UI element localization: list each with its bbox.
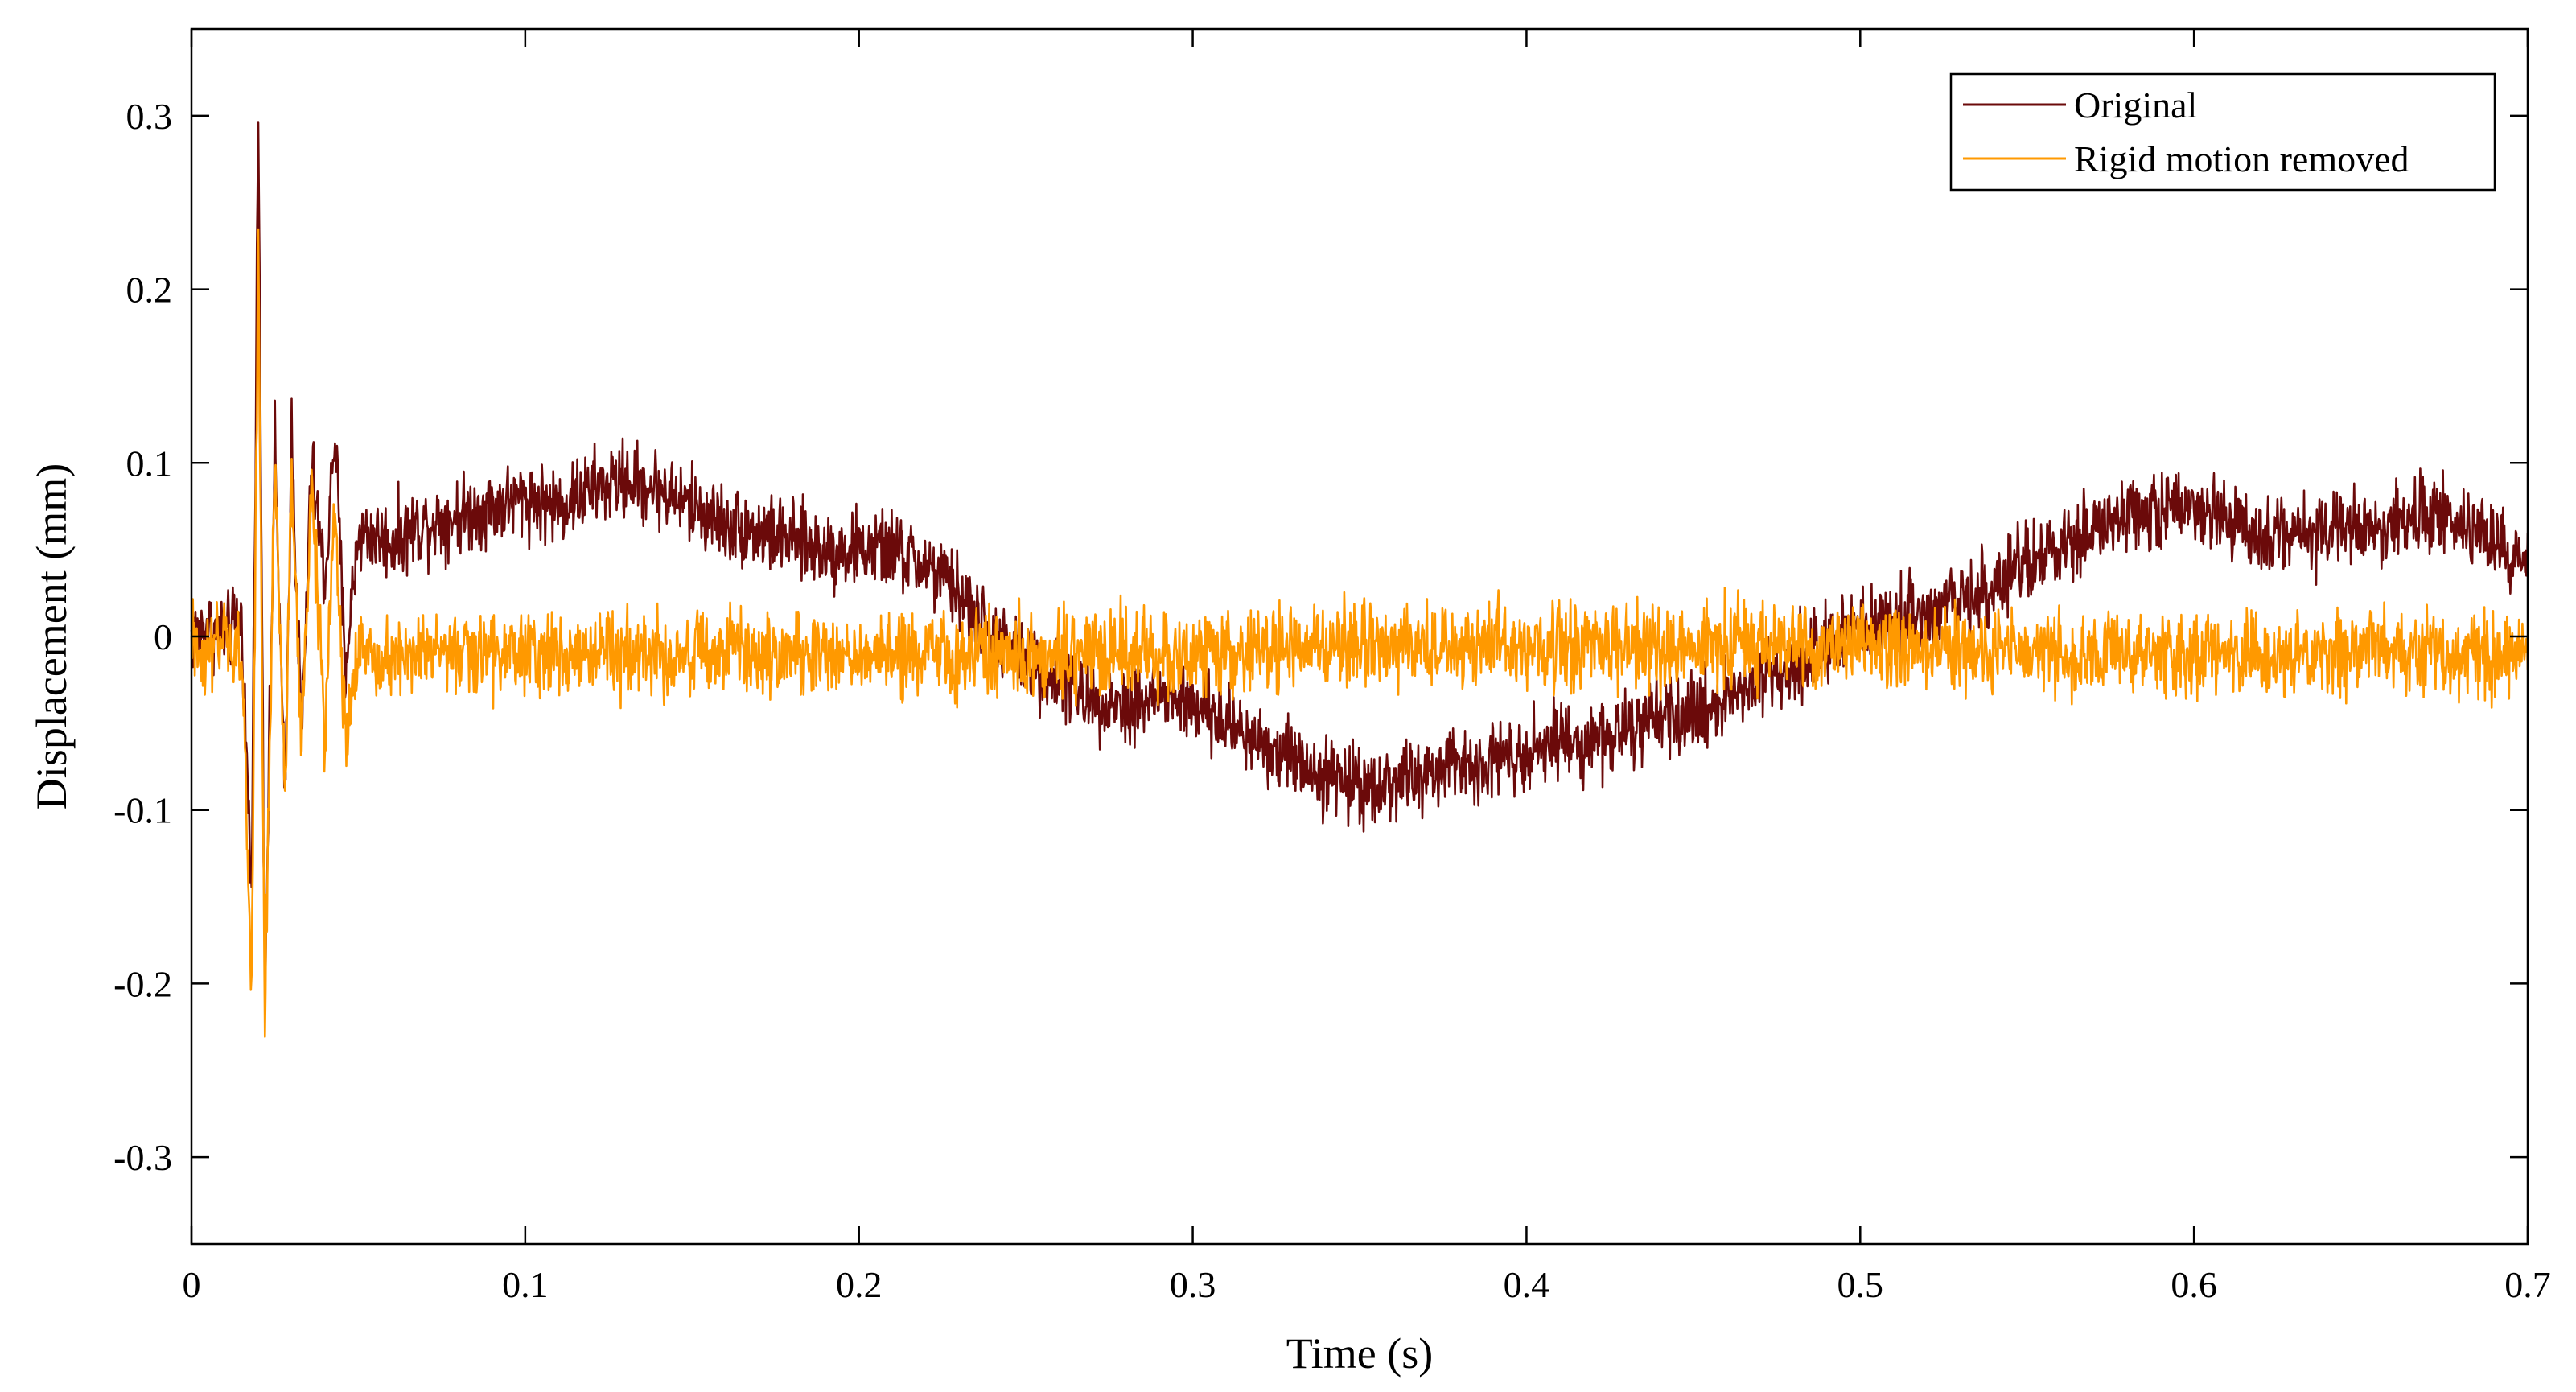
x-axis-title: Time (s): [1286, 1329, 1434, 1378]
x-tick-label: 0.5: [1837, 1264, 1884, 1305]
series-layer: [190, 121, 2529, 1038]
series-rigid-motion-removed-line: [190, 228, 2529, 1038]
x-tick-label: 0: [183, 1264, 201, 1305]
x-tick-label: 0.7: [2504, 1264, 2551, 1305]
ticks-layer: 0 0.1 0.2 0.3 0.4 0.5 0.6 0.7 0.3 0.2 0.1 0 -0.1 -0.2…: [113, 29, 2551, 1305]
y-tick-label: -0.2: [113, 963, 172, 1004]
y-tick-label: -0.3: [113, 1137, 172, 1178]
series-original-line: [190, 121, 2529, 994]
x-tick-label: 0.3: [1170, 1264, 1216, 1305]
x-tick-label: 0.1: [502, 1264, 549, 1305]
y-tick-label: -0.1: [113, 790, 172, 831]
y-tick-label: 0.1: [126, 443, 173, 484]
x-tick-label: 0.6: [2171, 1264, 2217, 1305]
y-axis-title: Displacement (mm): [27, 463, 76, 809]
y-tick-label: 0.3: [126, 96, 173, 137]
legend: Original Rigid motion removed: [1949, 72, 2496, 192]
y-tick-label: 0.2: [126, 270, 173, 311]
y-tick-label: 0: [154, 616, 172, 657]
legend-label-rigid-motion-removed: Rigid motion removed: [2074, 138, 2409, 179]
x-tick-label: 0.2: [836, 1264, 883, 1305]
legend-label-original: Original: [2074, 84, 2197, 126]
legend-box: [1949, 72, 2496, 192]
x-tick-label: 0.4: [1504, 1264, 1550, 1305]
